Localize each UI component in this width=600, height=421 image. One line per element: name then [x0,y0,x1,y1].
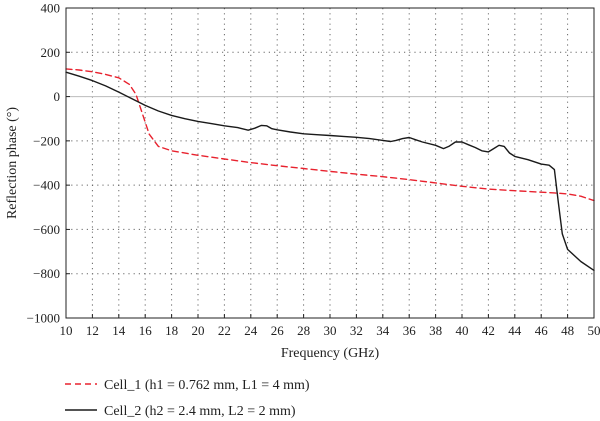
x-tick-label: 38 [429,323,442,338]
x-tick-label: 26 [271,323,285,338]
x-tick-label: 34 [376,323,390,338]
x-tick-label: 30 [324,323,337,338]
y-tick-label: −1000 [27,311,60,326]
x-axis-title: Frequency (GHz) [281,346,380,361]
x-tick-label: 28 [297,323,310,338]
x-tick-label: 20 [192,323,205,338]
y-tick-label: −800 [33,266,60,281]
y-tick-label: 200 [41,45,61,60]
tick-label-layer: 10 12 14 16 18 20 22 24 26 28 30 32 34 36 38 40 42 44 46 48… [27,1,600,339]
x-tick-label: 14 [112,323,126,338]
y-tick-label: 0 [54,89,61,104]
plot-background [66,8,594,318]
legend-label-cell-2: Cell_2 (h2 = 2.4 mm, L2 = 2 mm) [104,404,296,419]
x-tick-label: 48 [561,323,574,338]
x-tick-label: 24 [244,323,258,338]
x-tick-label: 36 [403,323,417,338]
x-tick-label: 46 [535,323,549,338]
x-tick-label: 12 [86,323,99,338]
series-line-cell-1 [65,68,595,202]
tick-layer [65,7,595,319]
y-tick-label: 400 [41,1,61,16]
x-tick-label: 44 [508,323,522,338]
x-tick-label: 22 [218,323,231,338]
series-layer [65,68,595,272]
y-tick-label: −400 [33,178,60,193]
x-tick-label: 16 [139,323,153,338]
x-tick-label: 50 [588,323,600,338]
y-tick-label: −600 [33,222,60,237]
series-line-cell-2 [65,71,595,272]
legend-label-cell-1: Cell_1 (h1 = 0.762 mm, L1 = 4 mm) [104,378,310,393]
x-tick-label: 10 [60,323,73,338]
x-tick-label: 40 [456,323,469,338]
y-axis-title: Reflection phase (°) [5,107,20,219]
x-tick-label: 42 [482,323,495,338]
legend: Cell_1 (h1 = 0.762 mm, L1 = 4 mm) Cell_2… [65,378,310,419]
x-tick-label: 32 [350,323,363,338]
x-tick-label: 18 [165,323,178,338]
y-tick-label: −200 [33,133,60,148]
